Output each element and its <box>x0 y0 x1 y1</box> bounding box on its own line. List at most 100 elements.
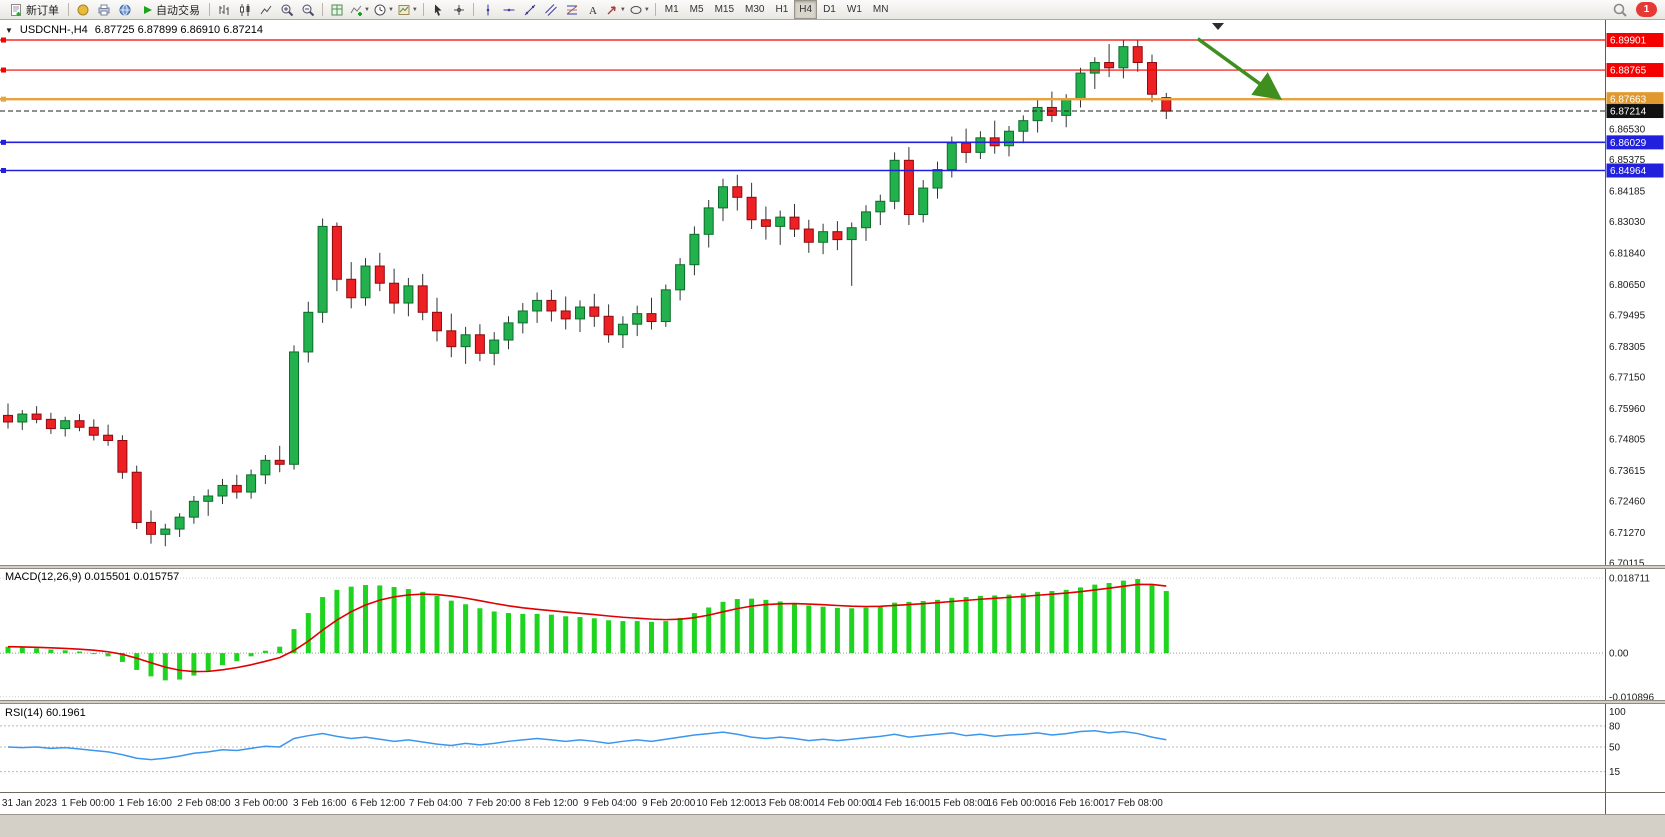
collapse-arrow-icon[interactable]: ▼ <box>5 25 13 35</box>
line-handle[interactable] <box>1 96 6 102</box>
crosshair-icon <box>453 4 464 15</box>
arrow-tool-icon <box>607 5 616 14</box>
svg-text:6.87214: 6.87214 <box>1610 107 1647 118</box>
time-label: 16 Feb 00:00 <box>987 798 1046 809</box>
svg-text:80: 80 <box>1609 721 1621 732</box>
search-icon <box>1613 3 1627 17</box>
time-label: 13 Feb 08:00 <box>755 798 814 809</box>
zoom-out-button[interactable] <box>298 0 318 19</box>
time-label: 31 Jan 2023 <box>2 798 57 809</box>
main-toolbar: 新订单 自动交易 ▼ ▼ ▼ A ▼ ▼ M1 M5 M15 M30 H1 H4… <box>0 0 1665 20</box>
periods-button[interactable]: ▼ <box>372 0 395 19</box>
svg-text:6.71270: 6.71270 <box>1609 528 1646 539</box>
svg-text:6.77150: 6.77150 <box>1609 373 1646 384</box>
chevron-down-icon: ▼ <box>411 6 418 13</box>
timeframe-w1-button[interactable]: W1 <box>846 4 862 15</box>
price-axis[interactable] <box>1605 20 1665 814</box>
new-order-button[interactable]: 新订单 <box>4 0 64 19</box>
horizontal-line-button[interactable] <box>499 0 519 19</box>
autotrading-label: 自动交易 <box>156 4 200 17</box>
tile-windows-button[interactable] <box>327 0 347 19</box>
text-icon: A <box>589 5 597 17</box>
svg-text:6.70115: 6.70115 <box>1609 559 1645 570</box>
time-label: 3 Feb 16:00 <box>293 798 347 809</box>
templates-button[interactable]: ▼ <box>396 0 419 19</box>
metaeditor-button[interactable] <box>73 0 93 19</box>
equidistant-channel-button[interactable] <box>541 0 561 19</box>
tile-windows-icon <box>331 4 343 15</box>
timeframe-m5-button[interactable]: M5 <box>689 4 704 15</box>
timeframe-d1-button[interactable]: D1 <box>823 4 836 15</box>
line-chart-icon <box>260 5 272 14</box>
metaeditor-icon <box>77 4 89 15</box>
search-button[interactable] <box>1610 0 1630 19</box>
new-order-icon <box>11 3 21 16</box>
zoom-in-button[interactable] <box>277 0 297 19</box>
time-label: 9 Feb 04:00 <box>583 798 637 809</box>
line-handle[interactable] <box>1 168 6 174</box>
pane-separator[interactable] <box>0 565 1665 569</box>
zoom-out-icon <box>302 4 315 16</box>
line-handle[interactable] <box>1 139 6 145</box>
svg-text:15: 15 <box>1609 767 1621 778</box>
svg-text:6.78305: 6.78305 <box>1609 342 1646 353</box>
line-handle[interactable] <box>1 37 6 43</box>
timeframe-m1-button[interactable]: M1 <box>664 4 679 15</box>
profiles-button[interactable] <box>94 0 114 19</box>
ohlc-readout: 6.87725 6.87899 6.86910 6.87214 <box>94 24 263 36</box>
chevron-down-icon: ▼ <box>387 6 394 13</box>
price-badge <box>1606 33 1664 48</box>
vertical-line-button[interactable] <box>478 0 498 19</box>
shapes-button[interactable]: ▼ <box>628 0 651 19</box>
svg-text:6.88765: 6.88765 <box>1610 66 1647 77</box>
pane-separator[interactable] <box>0 700 1665 704</box>
timeframe-m15-button[interactable]: M15 <box>714 4 735 15</box>
line-chart-button[interactable] <box>256 0 276 19</box>
clock-icon <box>374 4 386 15</box>
svg-text:6.86029: 6.86029 <box>1610 138 1647 149</box>
chevron-down-icon: ▼ <box>364 6 370 13</box>
autotrading-button[interactable]: 自动交易 <box>136 0 205 19</box>
line-handle[interactable] <box>1 67 6 73</box>
svg-text:6.74805: 6.74805 <box>1609 435 1646 446</box>
rsi-line <box>7 729 1167 761</box>
trendline-button[interactable] <box>520 0 540 19</box>
horizontal-line-icon <box>503 8 515 11</box>
time-label: 1 Feb 16:00 <box>119 798 173 809</box>
chart-window[interactable]: 6.86530 6.85375 6.84185 6.83030 6.81840 6.806… <box>0 20 1665 837</box>
svg-text:100: 100 <box>1609 707 1626 718</box>
cursor-icon <box>434 4 442 16</box>
time-label: 6 Feb 12:00 <box>352 798 406 809</box>
notification-badge[interactable]: 1 <box>1636 2 1657 17</box>
toolbar-separator <box>654 3 656 16</box>
trend-arrow[interactable] <box>1196 37 1283 100</box>
indicators-button[interactable]: ▼ <box>348 0 371 19</box>
time-label: 14 Feb 00:00 <box>814 798 873 809</box>
timeframe-m30-button[interactable]: M30 <box>745 4 765 15</box>
timeframe-h1-button[interactable]: H1 <box>775 4 789 15</box>
toolbar-separator <box>472 3 474 16</box>
crosshair-button[interactable] <box>449 0 469 19</box>
globe-icon <box>119 4 131 15</box>
time-label: 17 Feb 08:00 <box>1104 798 1163 809</box>
time-label: 14 Feb 16:00 <box>871 798 930 809</box>
fibonacci-button[interactable] <box>562 0 582 19</box>
time-label: 10 Feb 12:00 <box>696 798 755 809</box>
toolbar-separator <box>322 3 323 16</box>
bar-chart-button[interactable] <box>214 0 234 19</box>
macd-signal-line <box>7 583 1167 673</box>
svg-text:6.86530: 6.86530 <box>1609 125 1646 136</box>
price-chart-canvas[interactable]: 6.86530 6.85375 6.84185 6.83030 6.81840 6.806… <box>0 20 1665 837</box>
timeframe-mn-button[interactable]: MN <box>872 4 889 15</box>
arrows-button[interactable]: ▼ <box>604 0 627 19</box>
toolbar-right-group: 1 <box>1610 0 1661 19</box>
cursor-button[interactable] <box>428 0 448 19</box>
time-label: 15 Feb 08:00 <box>929 798 988 809</box>
price-badge <box>1606 92 1664 107</box>
svg-text:6.89901: 6.89901 <box>1610 36 1647 47</box>
candlestick-chart-button[interactable] <box>235 0 255 19</box>
options-button[interactable] <box>115 0 135 19</box>
chart-shift-marker[interactable] <box>1212 23 1224 30</box>
timeframe-h4-button[interactable]: H4 <box>794 0 818 19</box>
text-button[interactable]: A <box>583 0 603 19</box>
